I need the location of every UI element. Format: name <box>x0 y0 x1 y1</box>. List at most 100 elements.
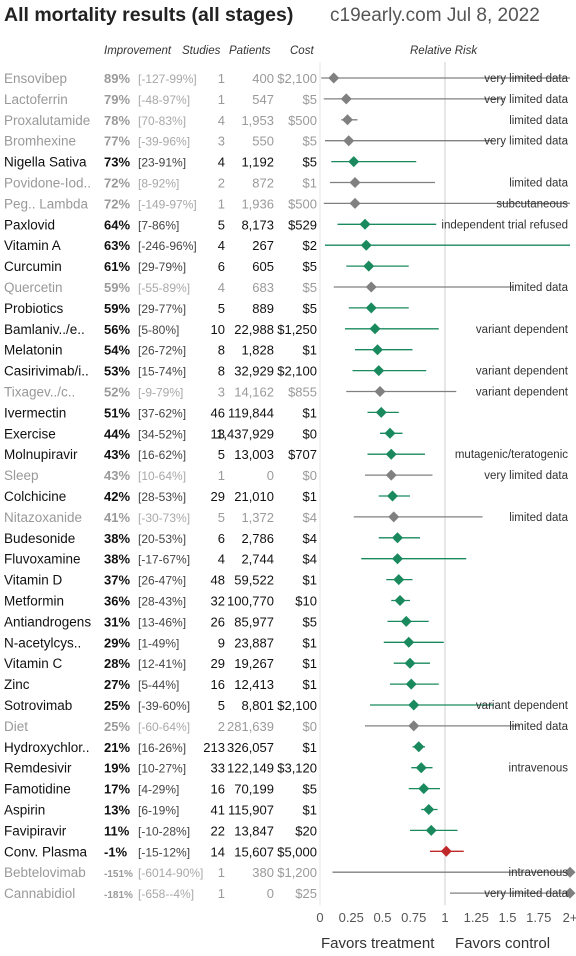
row-cost: $1 <box>303 405 317 420</box>
row-label: Bamlaniv../e.. <box>4 322 85 337</box>
row-studies: 2 <box>218 719 225 734</box>
row-studies: 1 <box>218 71 225 86</box>
x-tick-label: 1.75 <box>526 910 551 925</box>
row-studies: 1 <box>218 92 225 107</box>
row-cost: $5 <box>303 614 317 629</box>
point-estimate <box>440 845 452 857</box>
row-ci: [-15-12%] <box>138 845 190 859</box>
row-patients: 22,988 <box>234 322 274 337</box>
row-improvement: 44% <box>104 426 130 441</box>
row-label: Sleep <box>4 468 39 483</box>
row-studies: 41 <box>211 803 225 818</box>
row-improvement: 27% <box>104 677 130 692</box>
row-label: Antiandrogens <box>4 614 91 629</box>
row-ci: [10-64%] <box>138 469 186 483</box>
row-studies: 213 <box>203 740 225 755</box>
x-tick-label: 0.75 <box>401 910 426 925</box>
row-improvement: 13% <box>104 803 130 818</box>
point-estimate <box>340 93 352 105</box>
row-note: intravenous <box>509 867 569 879</box>
point-estimate <box>413 741 425 753</box>
row-studies: 6 <box>218 259 225 274</box>
row-studies: 5 <box>218 510 225 525</box>
row-cost: $2,100 <box>277 71 317 86</box>
row-patients: 122,149 <box>227 761 274 776</box>
row-patients: 85,977 <box>234 614 274 629</box>
row-studies: 1 <box>218 886 225 901</box>
row-cost: $5 <box>303 259 317 274</box>
row-label: Cannabidiol <box>4 886 75 901</box>
row-note: very limited data <box>484 73 568 85</box>
row-cost: $5 <box>303 301 317 316</box>
source-label: c19early.com Jul 8, 2022 <box>330 5 540 26</box>
row-cost: $5,000 <box>277 844 317 859</box>
row-note: intravenous <box>509 763 569 775</box>
row-label: Budesonide <box>4 531 75 546</box>
point-estimate <box>374 386 386 397</box>
row-label: Peg.. Lambda <box>4 196 89 211</box>
row-note: very limited data <box>484 94 568 106</box>
row-cost: $4 <box>303 552 317 567</box>
row-cost: $1 <box>303 176 317 191</box>
row-improvement: 31% <box>104 614 130 629</box>
point-estimate <box>415 762 427 774</box>
row-note: variant dependent <box>476 366 569 378</box>
row-ci: [-127-99%] <box>138 72 197 86</box>
point-estimate <box>423 804 435 815</box>
row-patients: 1,372 <box>241 510 274 525</box>
point-estimate <box>564 866 576 878</box>
row-studies: 48 <box>211 573 225 588</box>
row-improvement: 72% <box>104 176 130 191</box>
row-patients: 32,929 <box>234 364 274 379</box>
row-label: Molnupiravir <box>4 447 78 462</box>
header-patients: Patients <box>229 45 271 57</box>
row-improvement: 78% <box>104 113 130 128</box>
row-cost: $1,200 <box>277 865 317 880</box>
row-improvement: 25% <box>104 698 130 713</box>
row-note: limited data <box>509 512 568 524</box>
row-patients: 115,907 <box>228 803 274 818</box>
row-note: limited data <box>509 178 568 190</box>
row-label: Ivermectin <box>4 405 66 420</box>
row-improvement: 51% <box>104 405 130 420</box>
row-ci: [5-44%] <box>138 678 179 692</box>
row-patients: 1,936 <box>241 196 274 211</box>
row-improvement: 43% <box>104 468 130 483</box>
point-estimate <box>349 197 361 209</box>
row-studies: 33 <box>211 761 225 776</box>
row-improvement: 63% <box>104 238 130 253</box>
row-ci: [13-46%] <box>138 615 186 629</box>
row-ci: [15-74%] <box>138 365 186 379</box>
row-ci: [-9-79%] <box>138 386 183 400</box>
point-estimate <box>384 427 396 439</box>
row-cost: $855 <box>288 385 317 400</box>
row-improvement: 42% <box>104 489 130 504</box>
row-cost: $25 <box>295 886 317 901</box>
row-studies: 4 <box>218 552 225 567</box>
row-ci: [70-83%] <box>138 114 186 128</box>
row-label: Paxlovid <box>4 217 55 232</box>
x-tick-label: 1.5 <box>498 910 516 925</box>
row-label: Proxalutamide <box>4 113 90 128</box>
row-label: Melatonin <box>4 343 63 358</box>
row-cost: $500 <box>288 196 317 211</box>
row-label: Zinc <box>4 677 30 692</box>
row-label: Favipiravir <box>4 823 67 838</box>
point-estimate <box>372 344 383 356</box>
row-cost: $1 <box>303 677 317 692</box>
row-cost: $20 <box>295 823 317 838</box>
point-estimate <box>404 657 416 669</box>
row-label: Tixagev../c.. <box>4 385 75 400</box>
point-estimate <box>373 365 385 377</box>
row-ci: [28-43%] <box>138 595 186 609</box>
row-patients: 8,173 <box>241 217 274 232</box>
point-estimate <box>385 469 397 481</box>
row-improvement: 11% <box>104 823 130 838</box>
row-studies: 10 <box>211 322 225 337</box>
row-cost: $1 <box>303 635 317 650</box>
row-improvement: 38% <box>104 531 130 546</box>
row-ci: [10-27%] <box>138 762 186 776</box>
row-patients: 70,199 <box>234 782 274 797</box>
row-patients: 1,437,929 <box>216 426 274 441</box>
row-patients: 13,847 <box>234 823 274 838</box>
